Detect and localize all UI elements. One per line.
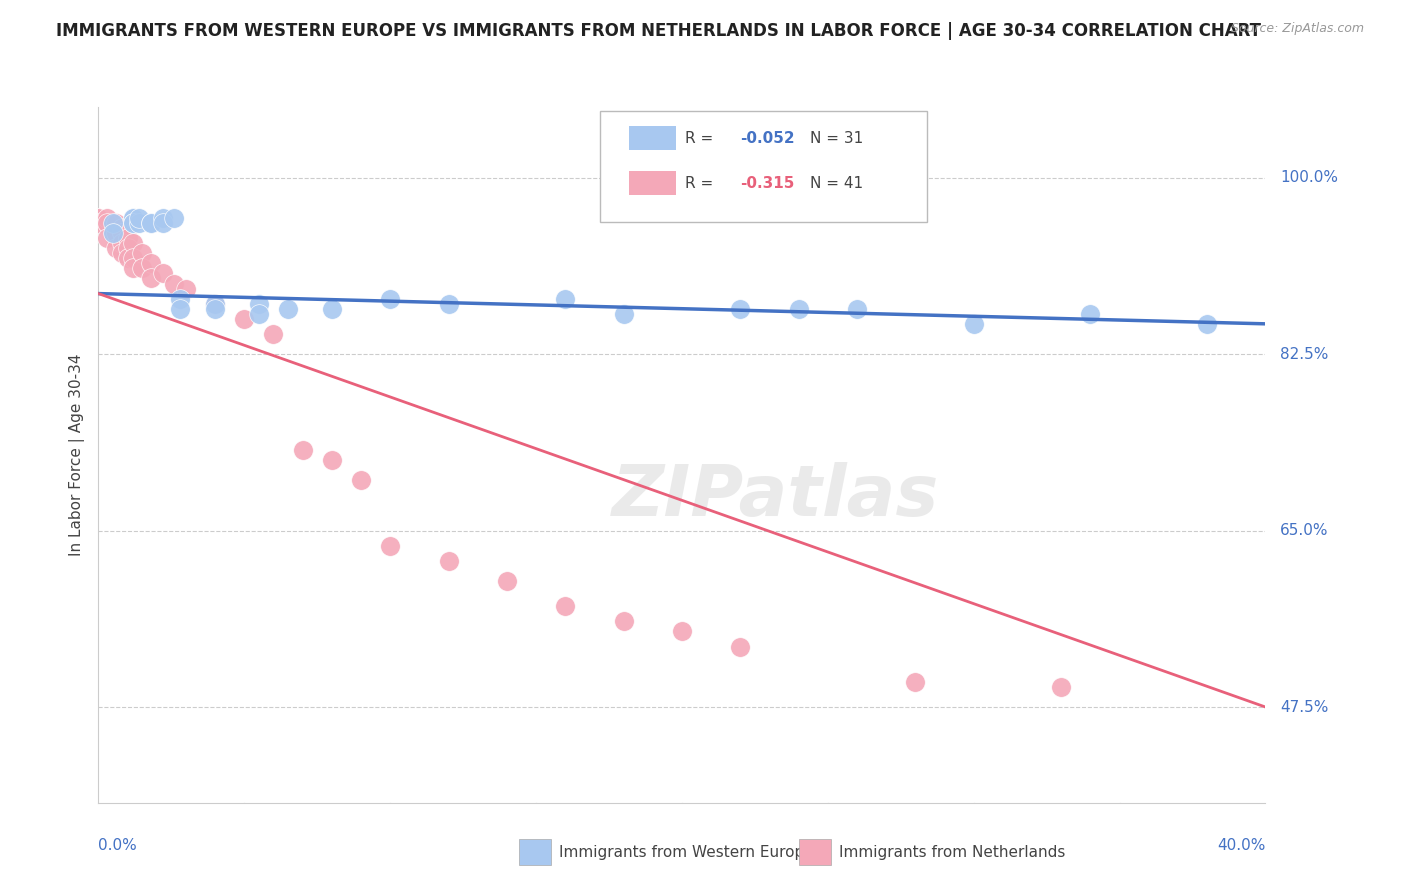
Point (169, 301, 191, 316)
Point (904, 674, 927, 689)
Point (152, 211, 174, 225)
Point (163, 211, 186, 225)
Point (96, 216, 118, 230)
Bar (630, 126, 676, 150)
Point (122, 236, 145, 251)
Point (139, 216, 162, 230)
Point (96, 231, 118, 245)
Text: -0.315: -0.315 (741, 176, 794, 191)
FancyBboxPatch shape (600, 111, 927, 222)
Point (122, 252, 145, 266)
Point (117, 252, 139, 266)
Text: 47.5%: 47.5% (1279, 699, 1329, 714)
Point (378, 292, 402, 306)
Point (845, 301, 868, 316)
Point (139, 271, 162, 285)
Point (139, 256, 162, 270)
Text: 82.5%: 82.5% (1279, 347, 1329, 361)
Point (1080, 307, 1102, 321)
Point (1195, 317, 1218, 331)
Point (122, 216, 145, 230)
Text: N = 41: N = 41 (810, 176, 863, 191)
Point (131, 261, 153, 276)
Text: Immigrants from Western Europe: Immigrants from Western Europe (560, 846, 814, 861)
Point (152, 216, 174, 230)
Point (204, 296, 226, 310)
Point (378, 539, 402, 553)
Point (101, 216, 124, 230)
Point (277, 301, 299, 316)
Point (152, 267, 174, 281)
Point (671, 624, 693, 639)
Point (169, 292, 191, 306)
Point (163, 277, 186, 291)
Text: 40.0%: 40.0% (1218, 838, 1265, 853)
Point (122, 261, 145, 276)
Point (128, 216, 150, 230)
Text: -0.052: -0.052 (741, 131, 794, 146)
Point (495, 574, 517, 588)
Point (204, 296, 226, 310)
Point (554, 599, 576, 614)
Point (612, 615, 634, 629)
Text: 100.0%: 100.0% (1279, 170, 1339, 186)
Point (247, 307, 270, 321)
Point (437, 554, 460, 568)
Point (122, 211, 145, 225)
Point (262, 326, 284, 341)
Point (962, 317, 984, 331)
Point (437, 296, 460, 310)
Text: Immigrants from Netherlands: Immigrants from Netherlands (839, 846, 1066, 861)
Point (117, 241, 139, 255)
Point (87, 211, 110, 225)
Point (291, 442, 314, 457)
Point (247, 296, 270, 310)
Point (111, 246, 134, 260)
Point (101, 226, 124, 240)
Point (96, 211, 118, 225)
Point (122, 211, 145, 225)
Bar (799, 839, 831, 865)
Point (1050, 680, 1073, 694)
Y-axis label: In Labor Force | Age 30-34: In Labor Force | Age 30-34 (69, 353, 84, 557)
Point (174, 281, 197, 295)
Point (139, 216, 162, 230)
Bar (630, 171, 676, 195)
Bar (519, 839, 551, 865)
Point (321, 453, 343, 467)
Text: Source: ZipAtlas.com: Source: ZipAtlas.com (1230, 22, 1364, 36)
Point (350, 473, 373, 487)
Point (87, 216, 110, 230)
Point (131, 246, 153, 260)
Point (787, 301, 810, 316)
Point (111, 236, 134, 251)
Point (612, 307, 634, 321)
Point (104, 241, 127, 255)
Point (728, 640, 751, 654)
Point (233, 311, 256, 326)
Point (204, 301, 226, 316)
Point (111, 226, 134, 240)
Point (122, 216, 145, 230)
Point (104, 216, 127, 230)
Text: R =: R = (685, 131, 718, 146)
Text: IMMIGRANTS FROM WESTERN EUROPE VS IMMIGRANTS FROM NETHERLANDS IN LABOR FORCE | A: IMMIGRANTS FROM WESTERN EUROPE VS IMMIGR… (56, 22, 1261, 40)
Point (128, 211, 150, 225)
Point (87, 211, 110, 225)
Point (104, 226, 127, 240)
Text: 0.0%: 0.0% (98, 838, 138, 853)
Text: R =: R = (685, 176, 718, 191)
Text: N = 31: N = 31 (810, 131, 863, 146)
Point (111, 221, 134, 235)
Text: ZIPatlas: ZIPatlas (612, 462, 939, 531)
Point (117, 231, 139, 245)
Point (554, 292, 576, 306)
Point (321, 301, 343, 316)
Point (728, 301, 751, 316)
Text: 65.0%: 65.0% (1279, 523, 1329, 538)
